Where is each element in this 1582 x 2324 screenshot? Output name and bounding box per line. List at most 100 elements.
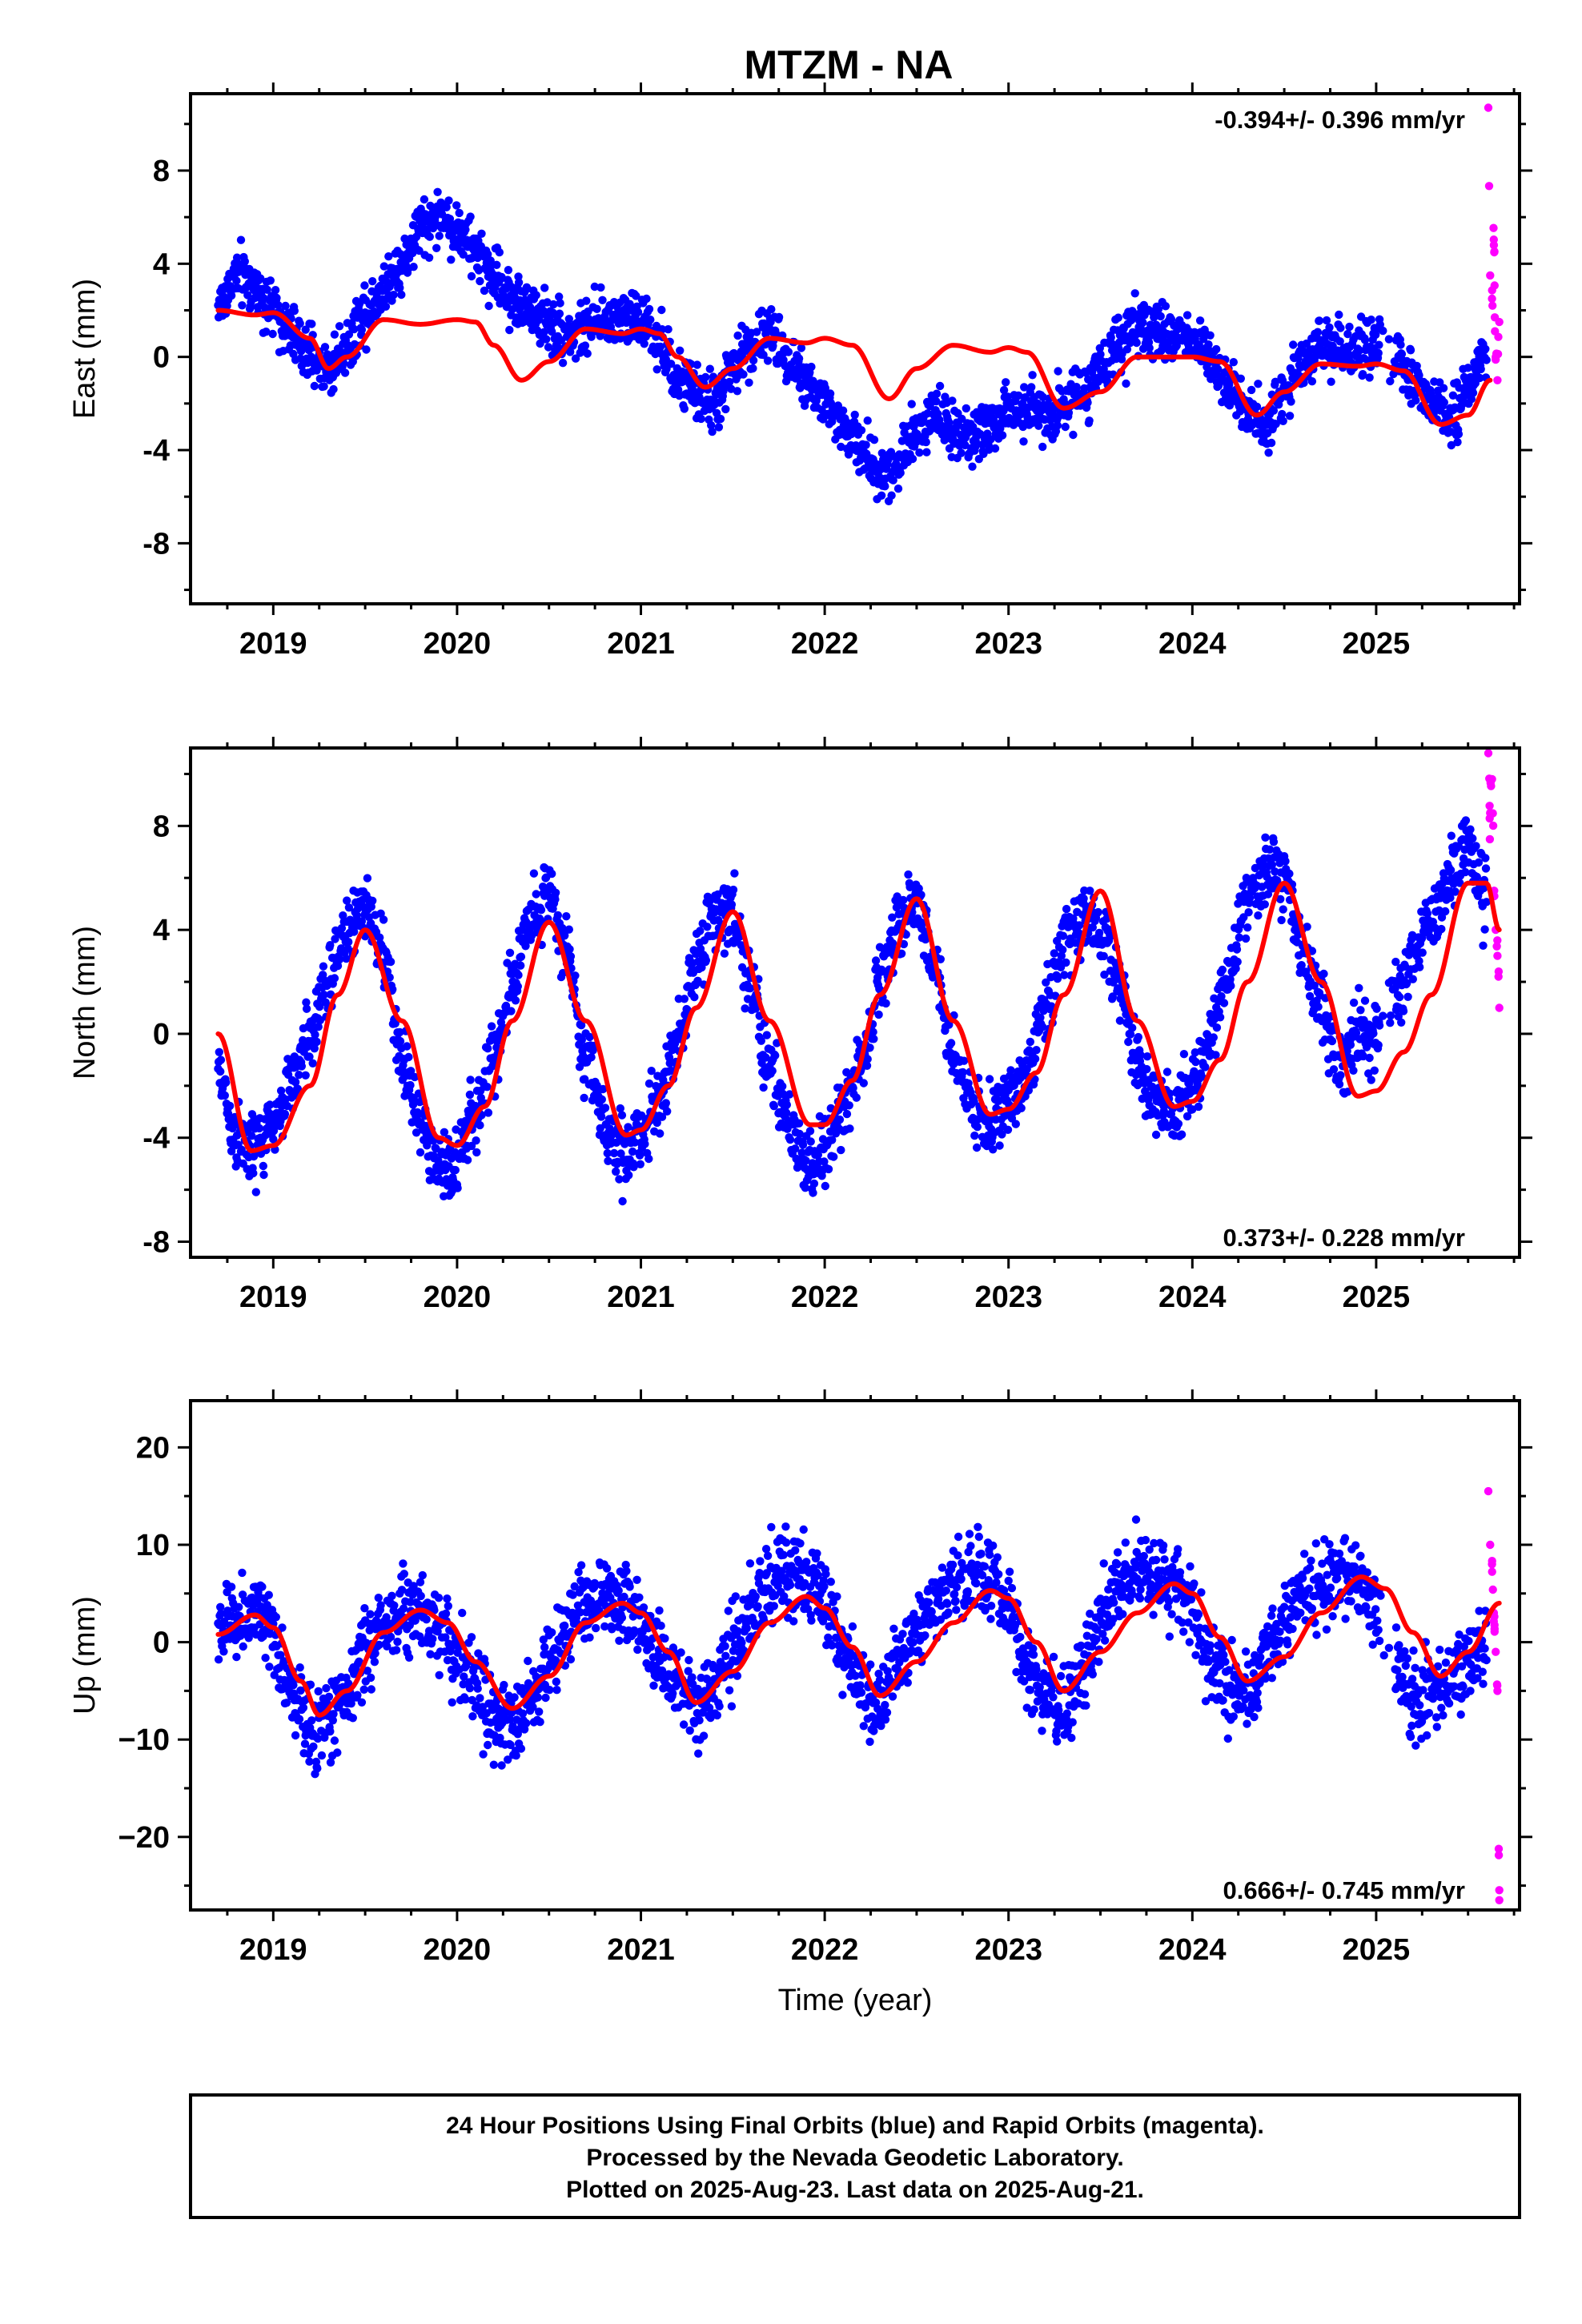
east-final-point <box>549 300 558 309</box>
east-final-point <box>989 415 998 424</box>
east-rapid-points <box>1484 103 1504 384</box>
up-final-point <box>289 1681 298 1690</box>
north-final-point <box>1480 925 1489 934</box>
east-rapid-point <box>1489 223 1498 232</box>
north-final-point <box>1379 1011 1387 1020</box>
east-final-point <box>701 372 710 382</box>
north-final-point <box>319 991 328 999</box>
north-final-point <box>785 1090 794 1099</box>
north-final-point <box>311 1030 319 1039</box>
north-final-point <box>1276 895 1285 904</box>
up-final-point <box>300 1739 310 1748</box>
north-xtick-label: 2019 <box>239 1281 307 1314</box>
east-final-point <box>227 291 236 300</box>
east-final-point <box>571 354 580 363</box>
east-final-point <box>566 348 575 356</box>
east-final-point <box>998 431 1007 440</box>
east-final-point <box>652 365 661 374</box>
north-final-point <box>761 1053 770 1062</box>
up-final-point <box>313 1764 322 1773</box>
north-final-point <box>769 1102 778 1111</box>
north-model-curve <box>215 880 1502 1153</box>
east-final-point <box>877 491 886 500</box>
north-final-point <box>451 1165 460 1175</box>
north-final-point <box>1279 905 1287 914</box>
north-final-point <box>629 1163 638 1172</box>
east-final-point <box>272 293 281 303</box>
north-final-point <box>630 1138 640 1147</box>
up-data <box>214 1486 1504 1904</box>
east-final-point <box>243 291 252 300</box>
north-final-point <box>580 1093 588 1103</box>
north-final-point <box>837 1145 845 1155</box>
north-final-point <box>314 1023 323 1031</box>
north-final-point <box>1136 1051 1145 1059</box>
east-final-point <box>1415 371 1423 380</box>
east-final-point <box>1365 373 1374 382</box>
north-final-point <box>617 1111 627 1120</box>
north-final-point <box>344 903 354 912</box>
north-final-point <box>1305 991 1315 1001</box>
east-final-point <box>1095 344 1105 352</box>
east-final-point <box>1195 316 1205 325</box>
north-final-point <box>609 1148 619 1158</box>
north-final-point <box>220 1091 229 1100</box>
north-final-point <box>1365 1053 1374 1063</box>
up-final-point <box>259 1632 267 1641</box>
north-final-point <box>1441 907 1450 916</box>
up-final-point <box>235 1602 243 1612</box>
north-final-point <box>805 1127 815 1136</box>
east-final-point <box>838 406 848 415</box>
up-final-point <box>299 1703 308 1712</box>
east-final-point <box>1053 421 1062 430</box>
north-final-point <box>797 1148 806 1157</box>
east-final-points <box>214 187 1491 505</box>
east-final-point <box>271 286 280 295</box>
east-final-point <box>459 250 468 259</box>
up-final-point <box>227 1582 236 1591</box>
north-final-point <box>995 1141 1004 1150</box>
east-final-point <box>360 281 369 290</box>
north-xtick-label: 2020 <box>424 1281 492 1314</box>
east-final-point <box>540 283 549 292</box>
east-final-point <box>495 247 504 257</box>
north-final-point <box>265 1100 275 1109</box>
east-final-point <box>784 348 793 356</box>
north-final-point <box>647 1067 656 1076</box>
north-final-point <box>624 1123 632 1132</box>
east-final-point <box>999 386 1009 395</box>
north-final-point <box>599 1084 608 1094</box>
north-final-point <box>998 1130 1006 1139</box>
north-final-point <box>1194 1102 1203 1112</box>
east-final-point <box>598 296 607 304</box>
east-final-point <box>863 416 872 425</box>
east-rapid-point <box>1488 294 1496 304</box>
north-final-point <box>801 1184 809 1192</box>
east-final-point <box>656 342 665 352</box>
north-final-point <box>251 1188 260 1196</box>
north-final-point <box>974 1115 982 1124</box>
north-final-point <box>564 925 573 934</box>
east-final-point <box>794 354 804 363</box>
north-final-point <box>615 1175 624 1184</box>
east-final-point <box>1206 331 1215 340</box>
east-final-point <box>1122 345 1132 354</box>
north-final-point <box>603 1148 612 1158</box>
east-final-point <box>1302 339 1311 348</box>
east-final-point <box>1106 333 1115 342</box>
east-final-point <box>1435 378 1444 387</box>
north-final-point <box>989 1145 998 1154</box>
north-final-point <box>727 900 737 909</box>
north-xtick-label: 2021 <box>607 1281 675 1314</box>
page-title: MTZM - NA <box>744 42 953 87</box>
east-final-point <box>657 305 666 315</box>
east-final-point <box>1448 391 1458 400</box>
up-final-point <box>258 1582 267 1591</box>
north-final-point <box>597 1095 606 1104</box>
east-final-point <box>714 423 724 432</box>
east-final-point <box>1072 383 1081 392</box>
east-final-point <box>1468 388 1478 397</box>
north-final-point <box>432 1144 440 1153</box>
east-final-point <box>1325 323 1334 332</box>
north-final-point <box>1159 1107 1169 1116</box>
